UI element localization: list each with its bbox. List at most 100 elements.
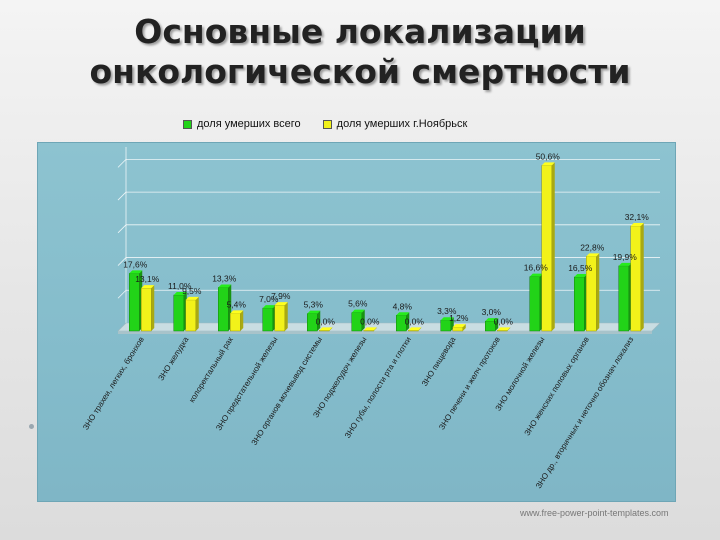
data-label-total-4: 5,3% bbox=[304, 300, 324, 310]
bar-top bbox=[452, 324, 466, 328]
legend-swatch-total bbox=[183, 119, 192, 129]
bullet-dot bbox=[29, 424, 34, 429]
bar-total-6 bbox=[396, 312, 410, 332]
gridline-depth bbox=[117, 191, 127, 201]
bar-noyabrsk-2 bbox=[230, 310, 244, 332]
bar-front bbox=[529, 276, 540, 332]
data-label-total-3: 7,0% bbox=[259, 294, 279, 304]
bar-side bbox=[151, 285, 155, 331]
data-label-noyabrsk-3: 7,9% bbox=[271, 291, 291, 301]
bar-side bbox=[240, 310, 244, 331]
bar-total-11 bbox=[618, 262, 632, 332]
bar-top bbox=[274, 302, 288, 306]
chart-legend: доля умерших всего доля умерших г.Ноябрь… bbox=[183, 116, 467, 132]
bar-noyabrsk-3 bbox=[274, 302, 288, 332]
legend-item-total: доля умерших всего bbox=[183, 118, 301, 130]
data-label-total-5: 5,6% bbox=[348, 299, 368, 309]
bar-noyabrsk-0 bbox=[141, 285, 155, 332]
data-label-noyabrsk-9: 50,6% bbox=[536, 151, 561, 161]
bar-top bbox=[618, 262, 632, 266]
data-label-noyabrsk-8: 0,0% bbox=[494, 316, 514, 326]
gridline-depth bbox=[117, 159, 127, 168]
watermark: www.free-power-point-templates.com bbox=[520, 508, 669, 518]
slide-title: Основные локализации онкологической смер… bbox=[0, 12, 720, 92]
gridline-depth bbox=[117, 257, 127, 266]
bar-top bbox=[440, 317, 454, 321]
category-label-1: ЗНО желудка bbox=[156, 335, 190, 382]
bar-front bbox=[230, 313, 241, 332]
legend-swatch-noyabrsk bbox=[322, 119, 332, 129]
bar-total-8 bbox=[485, 318, 499, 332]
category-label-9: ЗНО молочной железы bbox=[494, 335, 547, 412]
legend-item-noyabrsk: доля умерших г.Ноябрьск bbox=[322, 118, 468, 130]
chart-floor-edge bbox=[118, 331, 652, 334]
bar-front bbox=[319, 330, 330, 332]
legend-label-total: доля умерших всего bbox=[197, 118, 301, 130]
bar-noyabrsk-1 bbox=[185, 296, 199, 332]
bar-side bbox=[284, 302, 288, 331]
category-labels: ЗНО трахеи, легких, бронхов ЗНО желудкако… bbox=[81, 335, 635, 490]
gridlines bbox=[117, 158, 660, 299]
bars bbox=[129, 162, 644, 332]
bar-side bbox=[195, 296, 199, 331]
category-label-7: ЗНО пищевода bbox=[420, 335, 458, 388]
bar-side bbox=[418, 327, 422, 331]
bar-side bbox=[462, 324, 466, 331]
bar-noyabrsk-9 bbox=[541, 162, 555, 332]
gridline-depth bbox=[117, 289, 127, 299]
bar-front bbox=[618, 265, 629, 332]
data-label-total-11: 19,9% bbox=[613, 252, 638, 262]
data-label-noyabrsk-11: 32,1% bbox=[625, 212, 650, 222]
legend-label-noyabrsk: доля умерших г.Ноябрьск bbox=[336, 118, 468, 130]
data-label-total-9: 16,6% bbox=[524, 263, 549, 273]
bar-total-1 bbox=[173, 292, 187, 332]
bar-front bbox=[141, 287, 152, 332]
data-label-total-7: 3,3% bbox=[437, 306, 457, 316]
data-label-total-2: 13,3% bbox=[212, 273, 237, 283]
bar-noyabrsk-11 bbox=[630, 222, 644, 332]
bar-front bbox=[185, 299, 196, 332]
bar-side bbox=[596, 253, 600, 331]
bar-front bbox=[408, 330, 419, 332]
bar-front bbox=[363, 330, 374, 332]
bar-chart: 17,6% 11,0% 13,3% 7,0% 5,3% 5,6% 4,8% 3,3% 3,0% 1… bbox=[81, 147, 661, 490]
category-label-0: ЗНО трахеи, легких, бронхов bbox=[81, 335, 146, 431]
data-label-total-8: 3,0% bbox=[482, 307, 502, 317]
bar-noyabrsk-8 bbox=[497, 327, 511, 332]
bar-total-7 bbox=[440, 317, 454, 332]
bar-side bbox=[361, 309, 365, 331]
bar-top bbox=[574, 274, 588, 277]
bar-total-3 bbox=[262, 305, 276, 332]
data-label-noyabrsk-2: 5,4% bbox=[227, 299, 247, 309]
bar-noyabrsk-10 bbox=[586, 253, 600, 332]
bar-side bbox=[551, 162, 555, 331]
bar-top bbox=[141, 285, 155, 289]
slide-title-line-2: онкологической смертности bbox=[89, 52, 631, 91]
bar-top bbox=[218, 284, 232, 288]
bar-side bbox=[373, 327, 377, 331]
bar-side bbox=[317, 310, 321, 331]
bar-front bbox=[262, 307, 273, 332]
bar-top bbox=[185, 296, 199, 300]
bar-side bbox=[406, 312, 410, 331]
bar-side bbox=[507, 327, 511, 331]
bar-noyabrsk-4 bbox=[319, 327, 333, 332]
gridline-depth bbox=[117, 224, 127, 234]
bar-noyabrsk-5 bbox=[363, 327, 377, 332]
category-label-2: колоректальный рак bbox=[187, 335, 235, 404]
bar-total-10 bbox=[574, 274, 588, 332]
bar-front bbox=[274, 304, 285, 332]
bar-front bbox=[630, 225, 641, 332]
data-labels: 17,6% 11,0% 13,3% 7,0% 5,3% 5,6% 4,8% 3,3% 3,0% 1… bbox=[123, 151, 649, 326]
bar-top bbox=[319, 327, 333, 331]
bar-noyabrsk-6 bbox=[408, 327, 422, 332]
bar-total-5 bbox=[351, 309, 365, 332]
bar-top bbox=[396, 312, 410, 316]
bar-top bbox=[586, 253, 600, 257]
bar-top bbox=[630, 222, 644, 226]
bar-top bbox=[408, 327, 422, 331]
bar-front bbox=[452, 326, 463, 332]
slide-title-line-1: Основные локализации bbox=[134, 12, 586, 51]
data-label-total-6: 4,8% bbox=[393, 301, 413, 311]
data-label-total-0: 17,6% bbox=[123, 259, 148, 269]
